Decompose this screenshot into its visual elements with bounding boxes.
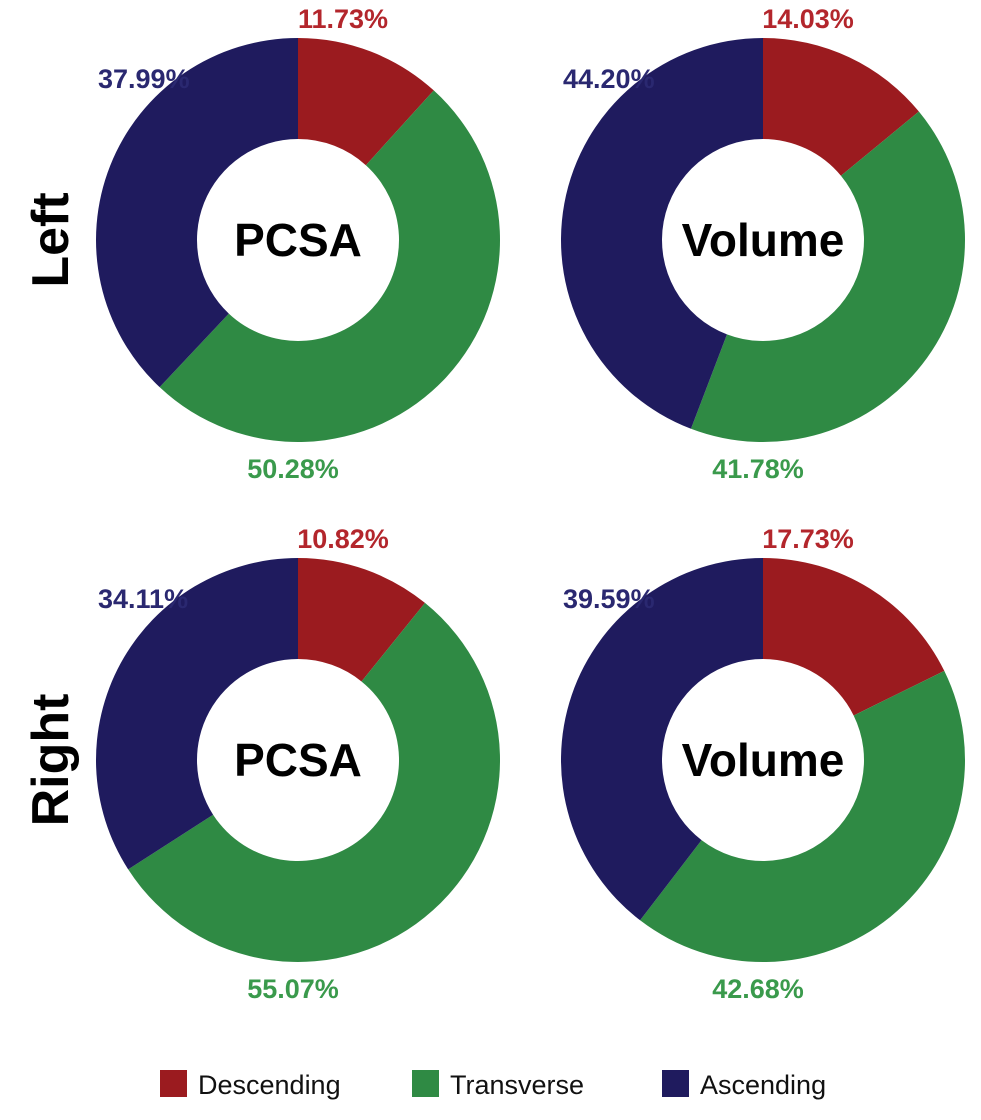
center-label: PCSA [234,214,362,266]
data-label-transverse: 50.28% [247,454,339,484]
data-label-ascending: 37.99% [98,64,190,94]
slice-ascending [96,38,298,388]
data-label-ascending: 34.11% [98,584,188,614]
slice-descending [763,38,919,176]
legend-swatch [160,1070,187,1097]
center-label: PCSA [234,734,362,786]
data-label-ascending: 39.59% [563,584,655,614]
row-label-left: Left [22,192,80,287]
donut-right-pcsa: PCSA 10.82% 55.07% 34.11% [96,524,500,1004]
legend: Descending Transverse Ascending [160,1070,826,1100]
data-label-descending: 14.03% [762,4,854,34]
slice-transverse [690,111,965,442]
center-label: Volume [682,214,845,266]
slice-ascending [96,558,299,870]
legend-label: Descending [198,1070,341,1100]
slice-descending [298,558,425,682]
data-label-transverse: 55.07% [247,974,339,1004]
legend-label: Ascending [700,1070,826,1100]
legend-swatch [412,1070,439,1097]
data-label-descending: 17.73% [762,524,854,554]
slice-descending [763,558,945,716]
slice-ascending [561,558,763,921]
row-label-right: Right [22,694,80,827]
legend-item-transverse: Transverse [412,1070,584,1100]
legend-label: Transverse [450,1070,584,1100]
data-label-descending: 11.73% [298,4,388,34]
legend-item-descending: Descending [160,1070,341,1100]
legend-swatch [662,1070,689,1097]
data-label-transverse: 42.68% [712,974,804,1004]
data-label-descending: 10.82% [297,524,389,554]
center-label: Volume [682,734,845,786]
data-label-ascending: 44.20% [563,64,655,94]
slice-transverse [128,602,500,962]
slice-ascending [560,38,763,429]
donut-left-volume: Volume 14.03% 41.78% 44.20% [560,4,965,484]
data-label-transverse: 41.78% [712,454,804,484]
slice-transverse [640,670,966,962]
donut-left-pcsa: PCSA 11.73% 50.28% 37.99% [96,4,500,484]
slice-descending [298,38,434,166]
donut-right-volume: Volume 17.73% 42.68% 39.59% [561,524,966,1004]
legend-item-ascending: Ascending [662,1070,826,1100]
slice-transverse [159,90,500,442]
